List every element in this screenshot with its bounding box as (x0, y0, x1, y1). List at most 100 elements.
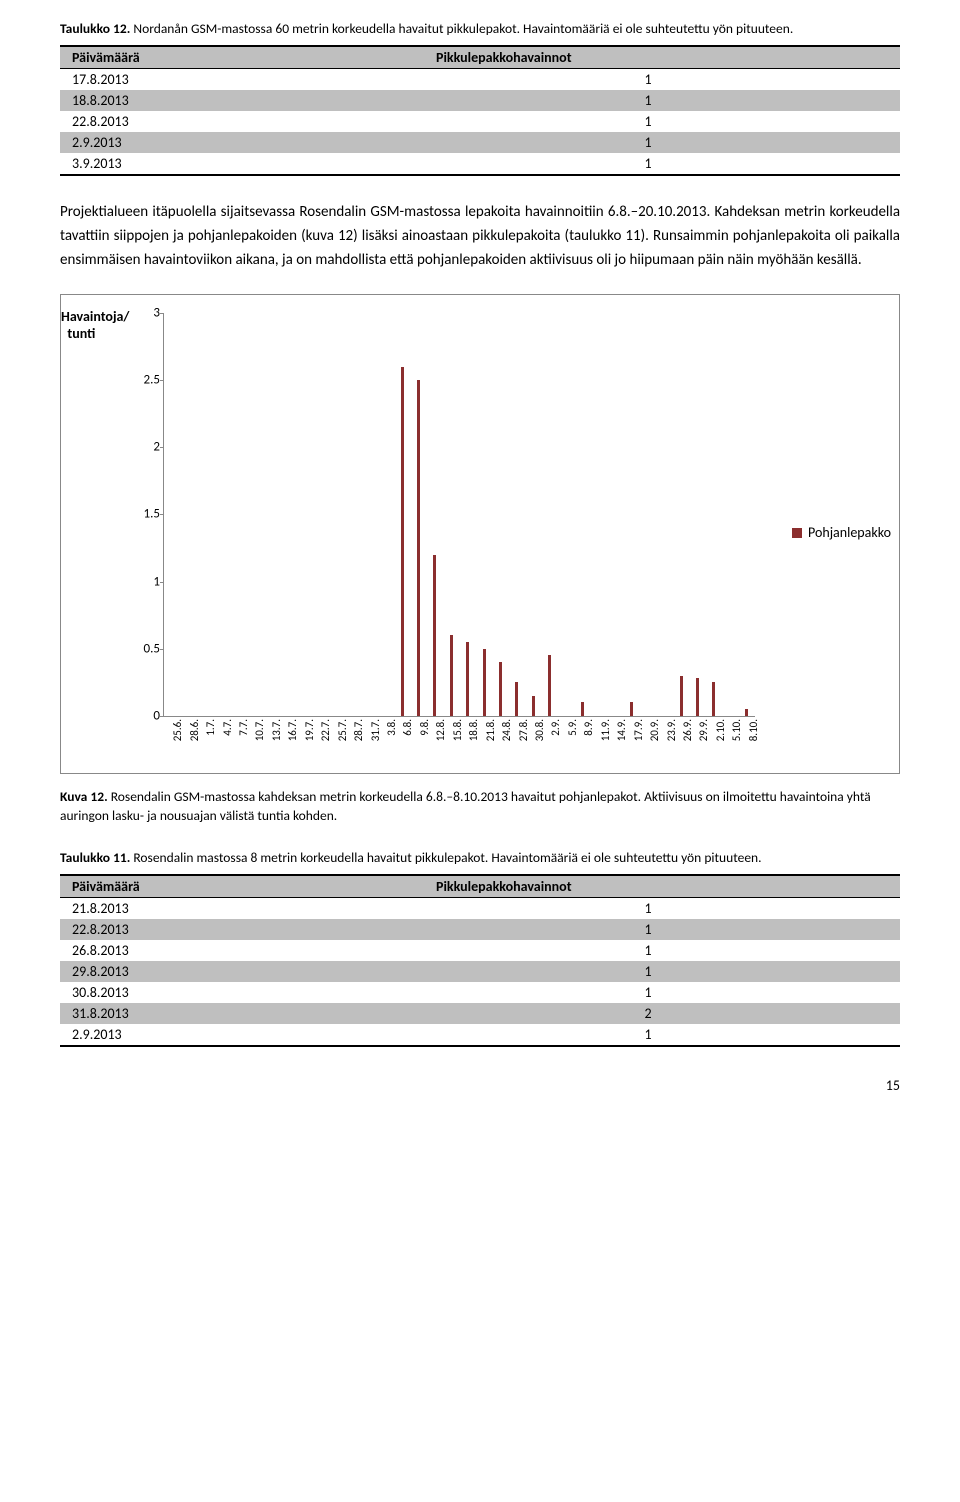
table-row: 29.8.20131 (60, 961, 900, 982)
cell-date: 18.8.2013 (60, 90, 396, 111)
chart-bar (712, 682, 715, 716)
table11: Päivämäärä Pikkulepakkohavainnot 21.8.20… (60, 874, 900, 1047)
x-tick-label: 19.7. (303, 719, 316, 741)
table11-caption-bold: Taulukko 11. (60, 849, 130, 866)
x-tick-label: 4.7. (221, 719, 234, 736)
table12: Päivämäärä Pikkulepakkohavainnot 17.8.20… (60, 45, 900, 176)
x-tick-label: 10.7. (253, 719, 266, 741)
table12-col1: Päivämäärä (60, 46, 396, 69)
x-tick-label: 28.7. (352, 719, 365, 741)
chart-bar (417, 380, 420, 716)
table11-caption-rest: Rosendalin mastossa 8 metrin korkeudella… (130, 849, 761, 866)
chart-bar (466, 642, 469, 716)
x-tick-label: 18.8. (467, 719, 480, 741)
x-tick-label: 24.8. (500, 719, 513, 741)
chart-bar (548, 655, 551, 715)
page-number: 15 (60, 1077, 900, 1094)
y-tick-label: 0.5 (120, 641, 160, 656)
cell-value: 1 (396, 982, 900, 1003)
x-tick-label: 25.6. (171, 719, 184, 741)
legend-swatch (792, 528, 802, 538)
chart-bar (680, 676, 683, 716)
chart-bar (433, 555, 436, 716)
cell-date: 22.8.2013 (60, 919, 396, 940)
x-tick-label: 21.8. (484, 719, 497, 741)
table-row: 2.9.20131 (60, 132, 900, 153)
cell-value: 1 (396, 90, 900, 111)
chart-bar (515, 682, 518, 716)
cell-date: 2.9.2013 (60, 132, 396, 153)
x-tick-label: 5.9. (566, 719, 579, 736)
cell-value: 1 (396, 68, 900, 90)
cell-value: 1 (396, 940, 900, 961)
table12-col2: Pikkulepakkohavainnot (396, 46, 900, 69)
x-tick-label: 29.9. (697, 719, 710, 741)
y-tick-label: 2 (120, 440, 160, 455)
cell-value: 1 (396, 961, 900, 982)
table-row: 21.8.20131 (60, 897, 900, 919)
table-row: 30.8.20131 (60, 982, 900, 1003)
x-tick-label: 22.7. (319, 719, 332, 741)
x-tick-label: 6.8. (401, 719, 414, 736)
x-tick-label: 27.8. (517, 719, 530, 741)
x-tick-label: 8.10. (747, 719, 760, 741)
chart-bar (581, 702, 584, 715)
cell-date: 3.9.2013 (60, 153, 396, 175)
table11-col1: Päivämäärä (60, 875, 396, 898)
plot-area: 32.521.510.50 (163, 313, 755, 717)
table-row: 22.8.20131 (60, 111, 900, 132)
cell-value: 1 (396, 132, 900, 153)
cell-value: 2 (396, 1003, 900, 1024)
x-tick-label: 7.7. (237, 719, 250, 736)
x-tick-label: 5.10. (730, 719, 743, 741)
fig12-caption-bold: Kuva 12. (60, 788, 108, 805)
cell-date: 21.8.2013 (60, 897, 396, 919)
x-tick-label: 12.8. (434, 719, 447, 741)
x-tick-label: 2.9. (549, 719, 562, 736)
table-row: 26.8.20131 (60, 940, 900, 961)
chart-bar (483, 649, 486, 716)
table-row: 17.8.20131 (60, 68, 900, 90)
fig12-caption-rest: Rosendalin GSM-mastossa kahdeksan metrin… (60, 788, 871, 824)
cell-date: 2.9.2013 (60, 1024, 396, 1046)
x-tick-label: 26.9. (681, 719, 694, 741)
x-tick-label: 11.9. (599, 719, 612, 741)
x-tick-label: 23.9. (665, 719, 678, 741)
x-tick-label: 31.7. (369, 719, 382, 741)
cell-date: 22.8.2013 (60, 111, 396, 132)
x-tick-label: 13.7. (270, 719, 283, 741)
y-tick-label: 1.5 (120, 507, 160, 522)
y-tick-label: 1 (120, 574, 160, 589)
y-tick-label: 3 (120, 305, 160, 320)
chart-bar (401, 367, 404, 716)
x-tick-label: 2.10. (714, 719, 727, 741)
x-tick-label: 17.9. (632, 719, 645, 741)
chart-bar (532, 696, 535, 716)
cell-date: 30.8.2013 (60, 982, 396, 1003)
table-row: 3.9.20131 (60, 153, 900, 175)
x-tick-label: 3.8. (385, 719, 398, 736)
chart-bar (630, 702, 633, 715)
table-row: 2.9.20131 (60, 1024, 900, 1046)
chart-bar (745, 709, 748, 716)
cell-value: 1 (396, 153, 900, 175)
cell-date: 17.8.2013 (60, 68, 396, 90)
table12-caption: Taulukko 12. Nordanån GSM-mastossa 60 me… (60, 20, 900, 39)
chart-bar (450, 635, 453, 716)
table12-caption-bold: Taulukko 12. (60, 20, 130, 37)
fig12-caption: Kuva 12. Rosendalin GSM-mastossa kahdeks… (60, 788, 900, 826)
chart-bar (499, 662, 502, 716)
legend-label: Pohjanlepakko (808, 524, 891, 541)
chart-kuva12: Havaintoja/ tunti 32.521.510.50 25.6.28.… (60, 294, 900, 774)
chart-bar (696, 678, 699, 716)
x-tick-label: 14.9. (615, 719, 628, 741)
x-tick-label: 15.8. (451, 719, 464, 741)
cell-date: 29.8.2013 (60, 961, 396, 982)
x-tick-label: 1.7. (204, 719, 217, 736)
paragraph-1: Projektialueen itäpuolella sijaitsevassa… (60, 200, 900, 272)
cell-date: 26.8.2013 (60, 940, 396, 961)
cell-value: 1 (396, 897, 900, 919)
table11-caption: Taulukko 11. Rosendalin mastossa 8 metri… (60, 849, 900, 868)
table12-caption-rest: Nordanån GSM-mastossa 60 metrin korkeude… (130, 20, 793, 37)
x-tick-label: 20.9. (648, 719, 661, 741)
